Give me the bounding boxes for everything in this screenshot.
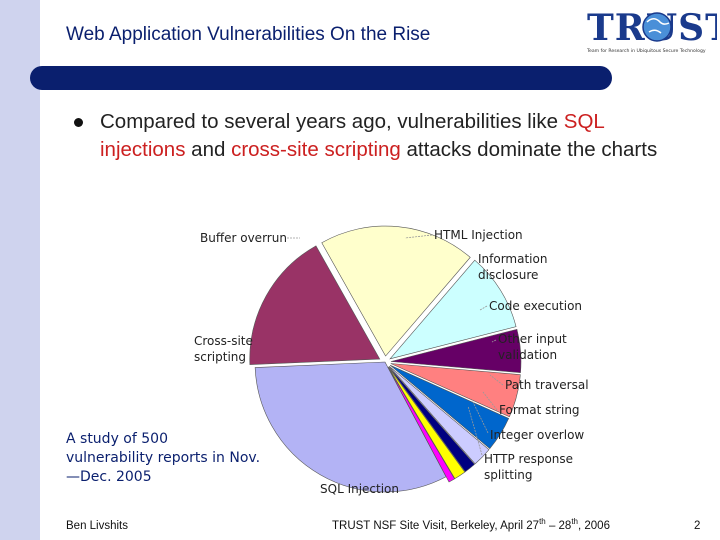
study-note-line-2: vulnerability reports in Nov. [66,450,261,466]
study-note: A study of 500 vulnerability reports in … [66,430,306,487]
slice-label-information-disclosure: Information disclosure [478,252,547,282]
footer-event: TRUST NSF Site Visit, Berkeley, April 27… [332,517,610,532]
slice-label-buffer-overrun: Buffer overrun [200,231,287,245]
pie-slice-format-string [388,366,475,473]
pie-slice-html-injection [389,259,517,360]
bullet-part-1: Compared to several years ago, vulnerabi… [100,110,564,133]
title-underline-bar [30,66,612,90]
leader-line [491,339,497,343]
left-decoration-strip [0,0,40,540]
bullet-part-3: attacks dominate the charts [400,138,658,161]
study-note-line-3: —Dec. 2005 [66,469,152,485]
slice-label-code-execution: Code execution [489,299,582,313]
pie-slice-http-response-splitting [387,367,455,483]
highlight-cross-site-scripting: cross-site scripting [231,138,401,161]
pie-slice-other-input-validation [389,364,510,450]
slice-label-cross-site-scripting: Cross-site scripting [194,334,253,364]
slice-label-other-input-validation: Other input validation [498,332,567,362]
footer-sup-1: th [539,517,546,527]
footer-event-prefix: TRUST NSF Site Visit, Berkeley, April 27 [332,520,540,532]
leader-line [471,399,489,434]
footer-event-middle: – 28 [545,520,572,532]
trust-logo: TRUST Team for Research in Ubiquitous Se… [586,7,717,54]
highlight-sql-injections: SQL injections [100,110,605,161]
slice-label-html-injection: HTML Injection [434,228,523,242]
slice-label-format-string: Format string [499,403,580,417]
leader-line [482,391,498,411]
pie-slice-code-execution [390,363,521,418]
bullet-part-2: and [185,138,232,161]
footer-page-number: 2 [694,520,701,532]
logo-subtitle: Team for Research in Ubiquitous Secure T… [586,48,706,54]
pie-slice-information-disclosure [390,328,522,373]
pie-slice-integer-overlow [388,366,466,480]
leader-line [479,305,488,311]
footer-sup-2: th [571,517,578,527]
leader-line [489,374,504,386]
pie-slice-path-traversal [389,365,490,465]
pie-slice-cross-site-scripting [249,245,381,365]
slice-label-path-traversal: Path traversal [505,378,589,392]
slice-label-sql-injection: SQL Injection [320,482,399,496]
study-note-line-1: A study of 500 [66,431,168,447]
footer-event-suffix: , 2006 [578,520,610,532]
slice-label-integer-overlow: Integer overlow [490,428,584,442]
footer-author: Ben Livshits [66,520,129,532]
slide-title: Web Application Vulnerabilities On the R… [66,24,431,45]
leader-line [404,234,433,239]
bullet-text: Compared to several years ago, vulnerabi… [100,108,660,164]
bullet-marker [74,118,83,127]
pie-slice-sql-injection [254,361,447,493]
pie-slice-buffer-overrun [321,225,471,357]
slice-label-http-response-splitting: HTTP response splitting [484,452,573,482]
leader-line [467,405,483,456]
